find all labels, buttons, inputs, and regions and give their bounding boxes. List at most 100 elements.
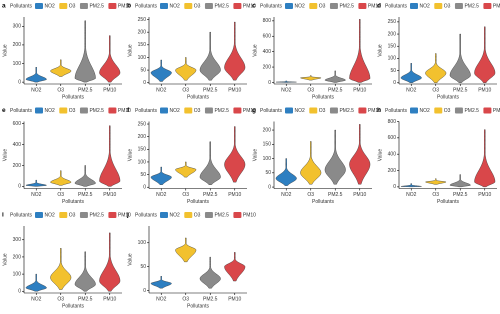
x-tick-label: PM2.5 [78,87,93,93]
y-tick-label: 0 [393,80,396,86]
legend-label: PM10 [493,108,500,114]
violin [349,19,371,83]
legend-label: O3 [69,108,76,114]
y-tick-label: 200 [263,127,272,133]
legend-swatch [233,3,242,9]
x-tick-label: NO2 [156,192,167,198]
violin [224,126,246,183]
x-tick-label: O3 [57,192,64,198]
y-tick-label: 50 [265,170,271,176]
violin [175,237,197,263]
x-tick-label: PM10 [478,87,491,93]
x-tick-label: PM10 [103,296,116,302]
legend-label: PM2.5 [464,108,479,114]
x-tick-label: PM2.5 [203,87,218,93]
y-tick-label: 50 [140,264,146,270]
y-tick-label: 800 [388,119,397,125]
y-axis-title: Value [2,44,8,57]
violin [224,252,246,282]
x-tick-label: O3 [182,192,189,198]
legend-label: NO2 [170,108,181,114]
x-tick-label: PM2.5 [78,192,93,198]
y-tick-label: 200 [388,31,397,37]
legend-swatch [184,107,193,114]
violin [150,59,172,82]
violin [99,35,121,83]
legend-label: PM2.5 [214,108,229,114]
legend-label: PM2.5 [214,212,229,218]
legend-swatch [184,212,193,218]
panel-letter: f [127,107,130,114]
panel-letter: a [2,3,6,10]
legend-label: NO2 [45,108,56,114]
y-tick-label: 0 [268,80,271,86]
legend-label: NO2 [420,3,431,9]
violin [224,21,246,81]
x-axis-title: Pollutants [187,199,209,205]
panel: j Pollutants NO2 O3 PM2.5 PM10 0 50 100 Value Poll… [126,212,256,310]
y-tick-label: 800 [263,18,272,24]
legend-swatch [108,212,117,218]
violin [99,232,121,292]
legend-swatch [309,3,318,9]
legend-title: Pollutants [385,3,407,9]
panel-letter: i [2,212,4,219]
x-tick-label: O3 [307,192,314,198]
y-tick-label: 0 [393,184,396,190]
violin [300,141,322,185]
panel-letter: b [127,3,131,10]
violin [449,33,471,83]
legend-title: Pollutants [385,108,407,114]
legend-label: O3 [194,212,201,218]
x-tick-label: NO2 [31,87,42,93]
violin [400,63,422,83]
violin [74,165,96,187]
y-tick-label: 100 [13,271,22,277]
legend-swatch [108,107,117,114]
violin [199,256,221,289]
y-tick-label: 50 [140,172,146,178]
y-tick-label: 100 [388,56,397,62]
legend-swatch [35,3,43,9]
legend-label: NO2 [295,3,306,9]
y-axis-title: Value [252,44,258,57]
y-tick-label: 200 [138,29,147,35]
x-tick-label: PM10 [103,192,116,198]
x-tick-label: PM2.5 [78,296,93,302]
x-tick-label: PM10 [103,87,116,93]
legend-label: PM2.5 [89,212,104,218]
x-axis-title: Pollutants [437,94,459,100]
legend-label: O3 [194,108,201,114]
legend-title: Pollutants [10,108,32,114]
violin [400,183,422,188]
legend-label: PM2.5 [89,3,104,9]
y-axis-title: Value [127,253,133,266]
panel: g Pollutants NO2 O3 PM2.5 PM10 0 50 100 150 200 Val… [252,107,381,205]
y-tick-label: 150 [138,42,147,48]
y-tick-label: 0 [18,184,21,190]
y-tick-label: 50 [140,67,146,73]
x-tick-label: PM10 [478,192,491,198]
panel: f Pollutants NO2 O3 PM2.5 PM10 0 50 100 150 200 250… [127,107,256,205]
x-axis-title: Pollutants [437,199,459,205]
x-tick-label: PM10 [228,296,241,302]
legend-label: PM10 [368,108,381,114]
legend-label: O3 [444,3,451,9]
violin [300,75,322,81]
x-tick-label: NO2 [31,296,42,302]
legend-title: Pollutants [135,3,157,9]
panel: c Pollutants NO2 O3 PM2.5 PM10 0 200 400 600 800 Va… [252,3,381,101]
violin [324,129,346,185]
x-axis-title: Pollutants [187,94,209,100]
y-tick-label: 200 [13,163,22,169]
legend-label: NO2 [170,3,181,9]
legend-swatch [329,107,338,114]
violin [199,31,221,81]
legend-swatch [79,3,88,9]
x-axis-title: Pollutants [62,303,84,309]
y-tick-label: 100 [138,55,147,61]
legend-swatch [285,3,293,9]
y-tick-label: 100 [138,240,147,246]
legend-swatch [204,212,213,218]
